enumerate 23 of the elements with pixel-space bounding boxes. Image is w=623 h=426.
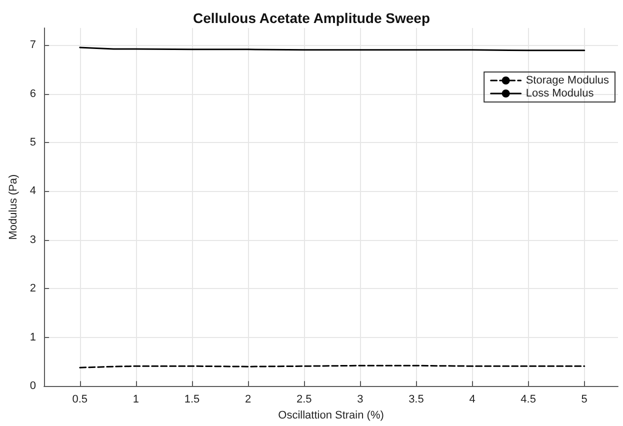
y-tick-label: 7 xyxy=(30,39,36,52)
x-tick-label: 1.5 xyxy=(184,394,200,406)
x-tick-label: 2 xyxy=(244,394,252,406)
chart-title: Cellulous Acetate Amplitude Sweep xyxy=(192,10,430,26)
x-tick-label: 1 xyxy=(132,394,140,406)
y-tick-label: 1 xyxy=(30,331,36,344)
y-tick-label: 2 xyxy=(30,282,36,295)
legend-label: Storage Modulus xyxy=(526,74,610,86)
y-tick-label: 5 xyxy=(30,136,36,148)
x-tick-label: 4 xyxy=(469,394,476,406)
y-tick-label: 6 xyxy=(30,88,36,100)
legend-label: Loss Modulus xyxy=(526,88,594,100)
x-tick-label: 3.5 xyxy=(408,394,424,406)
x-tick-label: 2.5 xyxy=(296,394,312,406)
x-tick-label: 5 xyxy=(581,394,588,406)
y-tick-label: 4 xyxy=(30,185,36,198)
x-tick-label: 0.5 xyxy=(72,394,88,406)
x-axis-title: Oscillattion Strain (%) xyxy=(278,410,384,422)
x-tick-label: 3 xyxy=(357,394,364,406)
y-axis-title: Modulus (Pa) xyxy=(8,174,20,240)
y-tick-label: 3 xyxy=(30,234,36,246)
y-tick-label: 0 xyxy=(30,380,36,392)
x-tick-label: 4.5 xyxy=(520,394,536,406)
